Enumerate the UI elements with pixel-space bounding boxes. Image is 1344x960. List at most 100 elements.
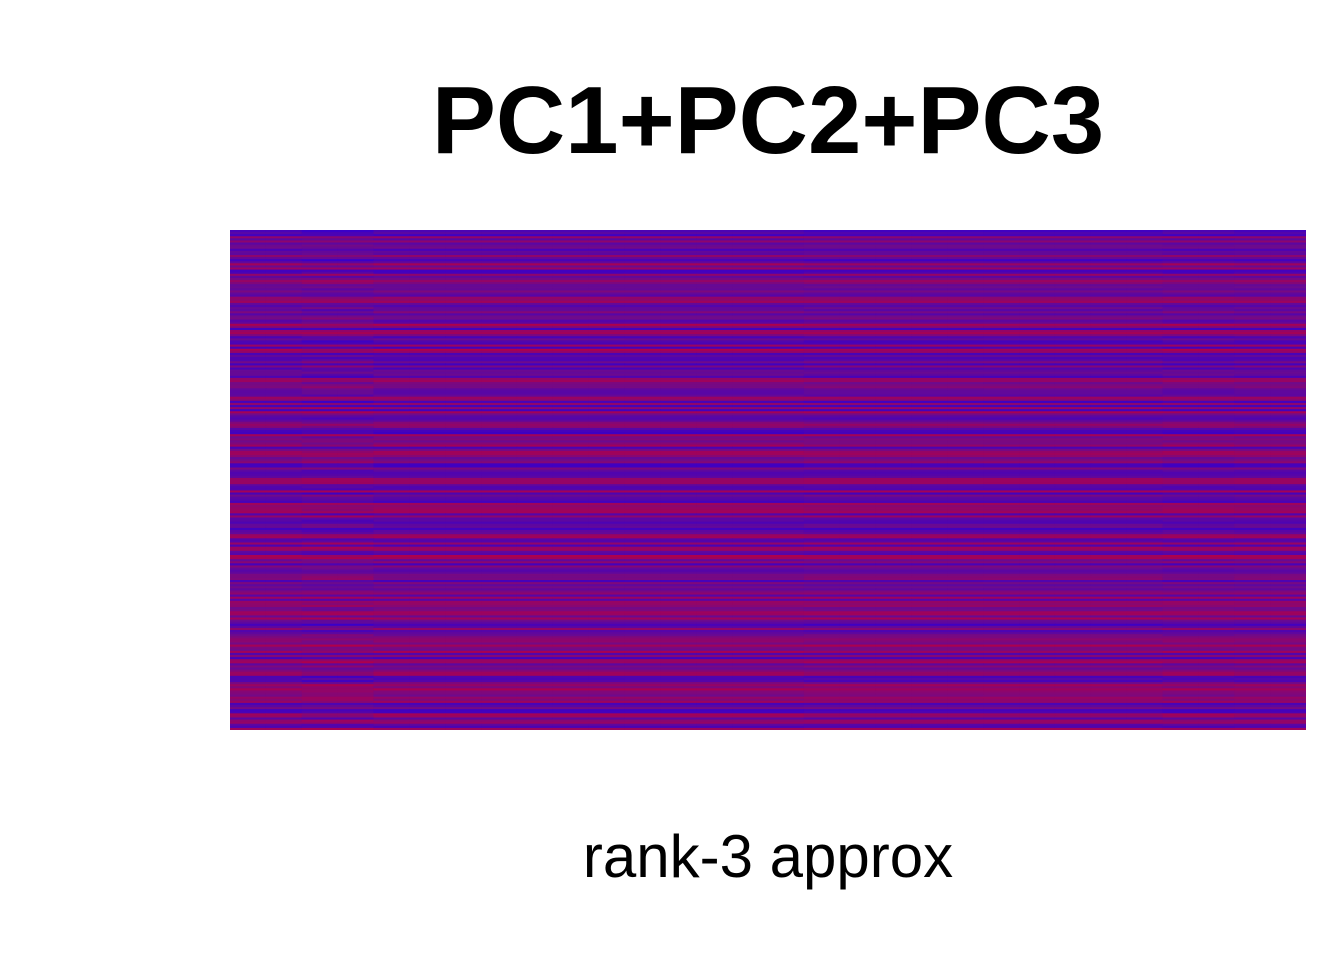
heatmap-cell: [409, 438, 446, 442]
heatmap-cell: [732, 377, 769, 381]
heatmap-cell: [947, 423, 984, 427]
heatmap-cell: [839, 507, 877, 510]
heatmap-cell: [696, 461, 733, 464]
heatmap-cell: [947, 402, 984, 406]
heatmap-cell: [1234, 552, 1271, 556]
heatmap-cell: [481, 532, 518, 535]
heatmap-cell: [1162, 230, 1199, 233]
heatmap-cell: [445, 434, 482, 437]
heatmap-cell: [1270, 332, 1306, 335]
heatmap-cell: [1198, 317, 1235, 321]
heatmap-cell: [768, 444, 805, 448]
heatmap-cell: [481, 396, 518, 400]
heatmap-cell: [660, 515, 697, 519]
heatmap-cell: [911, 419, 948, 423]
heatmap-cell: [481, 423, 518, 427]
heatmap-cell: [1054, 544, 1092, 548]
heatmap-cell: [947, 494, 984, 498]
heatmap-cell: [552, 561, 590, 564]
heatmap-cell: [373, 332, 410, 335]
heatmap-cell: [1054, 480, 1092, 483]
heatmap-cell: [947, 513, 984, 517]
heatmap-cell: [1270, 455, 1306, 458]
heatmap-cell: [768, 477, 805, 481]
heatmap-cell: [373, 467, 410, 471]
heatmap-cell: [373, 513, 410, 517]
heatmap-cell: [947, 373, 984, 377]
heatmap-cell: [481, 277, 518, 281]
heatmap-cell: [230, 432, 267, 435]
heatmap-cell: [409, 421, 446, 425]
heatmap-cell: [337, 519, 375, 523]
heatmap-cell: [373, 302, 410, 306]
heatmap-cell: [445, 565, 482, 569]
heatmap-cell: [803, 230, 841, 233]
heatmap-cell: [230, 448, 267, 452]
heatmap-cell: [552, 250, 590, 254]
heatmap-cell: [696, 571, 733, 575]
heatmap-cell: [696, 340, 733, 344]
heatmap-cell: [552, 390, 590, 394]
heatmap-cell: [875, 500, 913, 504]
heatmap-cell: [1090, 327, 1128, 331]
heatmap-cell: [588, 363, 626, 367]
heatmap-cell: [230, 277, 267, 281]
heatmap-cell: [696, 402, 733, 406]
heatmap-cell: [803, 446, 841, 450]
heatmap-cell: [301, 490, 339, 494]
heatmap-cell: [552, 546, 590, 550]
heatmap-cell: [230, 261, 267, 264]
heatmap-cell: [1019, 359, 1056, 362]
heatmap-cell: [1019, 486, 1056, 489]
heatmap-cell: [803, 380, 841, 383]
heatmap-cell: [660, 552, 697, 556]
heatmap-cell: [696, 548, 733, 552]
heatmap-cell: [1270, 386, 1306, 389]
heatmap-cell: [696, 248, 733, 252]
heatmap-cell: [1054, 265, 1092, 269]
heatmap-cell: [337, 557, 375, 560]
heatmap-cell: [1162, 240, 1199, 244]
heatmap-cell: [1234, 396, 1271, 400]
heatmap-cell: [839, 407, 877, 410]
heatmap-cell: [409, 340, 446, 344]
heatmap-cell: [1162, 471, 1199, 475]
heatmap-cell: [768, 355, 805, 358]
heatmap-cell: [1234, 346, 1271, 350]
heatmap-cell: [1162, 323, 1199, 327]
heatmap-cell: [803, 550, 841, 554]
heatmap-cell: [301, 494, 339, 498]
heatmap-cell: [947, 361, 984, 364]
heatmap-cell: [265, 571, 303, 575]
heatmap-cell: [803, 455, 841, 458]
heatmap-cell: [803, 402, 841, 406]
heatmap-cell: [1198, 380, 1235, 383]
heatmap-cell: [588, 440, 626, 444]
heatmap-cell: [301, 544, 339, 548]
heatmap-cell: [516, 498, 554, 502]
heatmap-cell: [660, 242, 697, 246]
heatmap-cell: [588, 282, 626, 285]
heatmap-cell: [660, 473, 697, 477]
heatmap-cell: [230, 475, 267, 479]
heatmap-cell: [445, 540, 482, 544]
heatmap-cell: [696, 519, 733, 523]
heatmap-cell: [768, 252, 805, 256]
heatmap-cell: [1162, 384, 1199, 387]
heatmap-cell: [839, 552, 877, 556]
heatmap-cell: [481, 463, 518, 467]
heatmap-cell: [660, 373, 697, 377]
heatmap-cell: [911, 480, 948, 483]
heatmap-cell: [624, 396, 661, 400]
heatmap-cell: [588, 273, 626, 277]
heatmap-cell: [481, 486, 518, 489]
heatmap-cell: [839, 269, 877, 273]
heatmap-cell: [1234, 521, 1271, 525]
heatmap-cell: [445, 330, 482, 333]
heatmap-cell: [1270, 271, 1306, 275]
heatmap-cell: [696, 321, 733, 325]
heatmap-cell: [947, 565, 984, 569]
heatmap-cell: [516, 238, 554, 242]
heatmap-cell: [1054, 567, 1092, 571]
heatmap-cell: [552, 538, 590, 542]
